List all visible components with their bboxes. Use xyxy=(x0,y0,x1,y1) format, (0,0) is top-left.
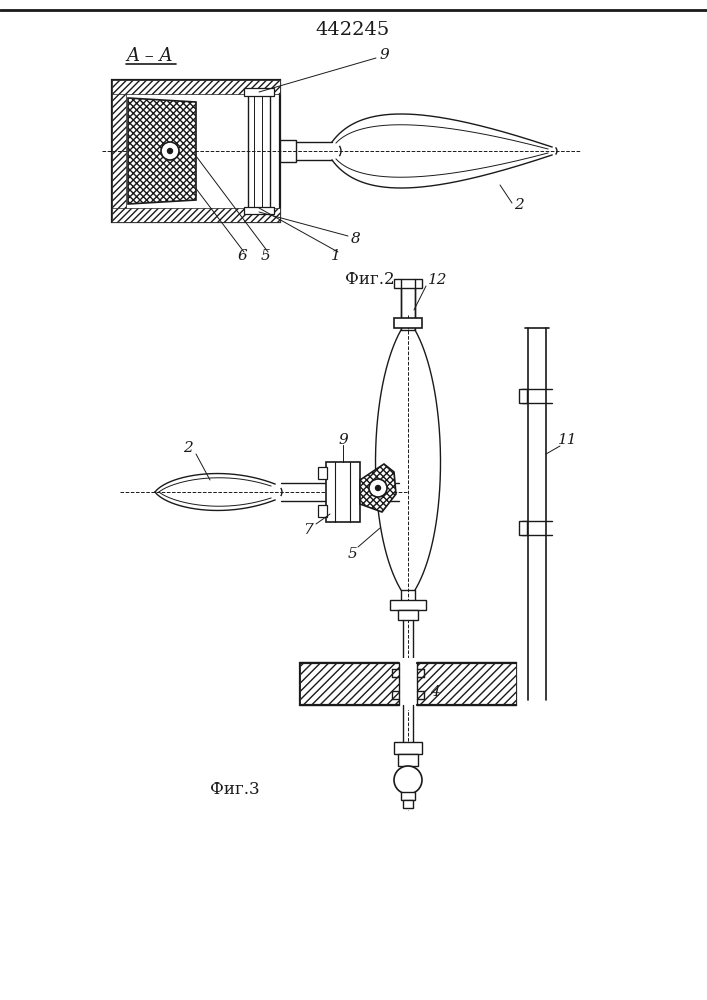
Bar xyxy=(112,208,280,222)
Circle shape xyxy=(161,142,179,160)
Bar xyxy=(394,279,422,288)
Circle shape xyxy=(369,479,387,497)
Circle shape xyxy=(168,148,173,153)
Text: 6: 6 xyxy=(237,249,247,263)
Bar xyxy=(112,80,280,94)
Bar xyxy=(112,80,280,222)
Bar xyxy=(394,742,422,754)
Text: 12: 12 xyxy=(428,273,448,287)
Bar xyxy=(300,663,516,705)
Bar xyxy=(280,140,296,162)
Text: 9: 9 xyxy=(338,433,348,447)
Bar xyxy=(399,658,417,710)
Text: 5: 5 xyxy=(348,547,358,561)
Bar xyxy=(398,754,418,766)
Bar xyxy=(244,207,274,214)
Bar xyxy=(519,521,527,535)
Bar xyxy=(112,80,126,222)
Text: 11: 11 xyxy=(559,433,578,447)
Bar xyxy=(519,389,527,403)
Text: 8: 8 xyxy=(351,232,361,246)
Bar xyxy=(318,467,327,479)
Circle shape xyxy=(394,766,422,794)
Bar xyxy=(300,663,516,705)
Text: Фиг.2: Фиг.2 xyxy=(345,271,395,288)
Text: 7: 7 xyxy=(303,523,313,537)
Bar xyxy=(390,600,426,610)
Polygon shape xyxy=(360,464,396,512)
Polygon shape xyxy=(128,98,196,204)
Text: 442245: 442245 xyxy=(316,21,390,39)
Bar xyxy=(394,318,422,328)
Bar xyxy=(326,462,360,522)
Bar xyxy=(244,88,274,96)
Bar xyxy=(248,94,270,208)
Text: 2: 2 xyxy=(514,198,524,212)
Circle shape xyxy=(375,486,380,490)
Bar xyxy=(403,800,413,808)
Text: 1: 1 xyxy=(331,249,341,263)
Text: 9: 9 xyxy=(379,48,389,62)
Bar xyxy=(318,505,327,517)
Text: Фиг.3: Фиг.3 xyxy=(210,782,259,798)
Text: 5: 5 xyxy=(261,249,271,263)
Text: A – A: A – A xyxy=(127,47,173,65)
Bar xyxy=(401,792,415,800)
Bar xyxy=(398,610,418,620)
Text: 4: 4 xyxy=(430,685,440,699)
Text: 2: 2 xyxy=(183,441,193,455)
